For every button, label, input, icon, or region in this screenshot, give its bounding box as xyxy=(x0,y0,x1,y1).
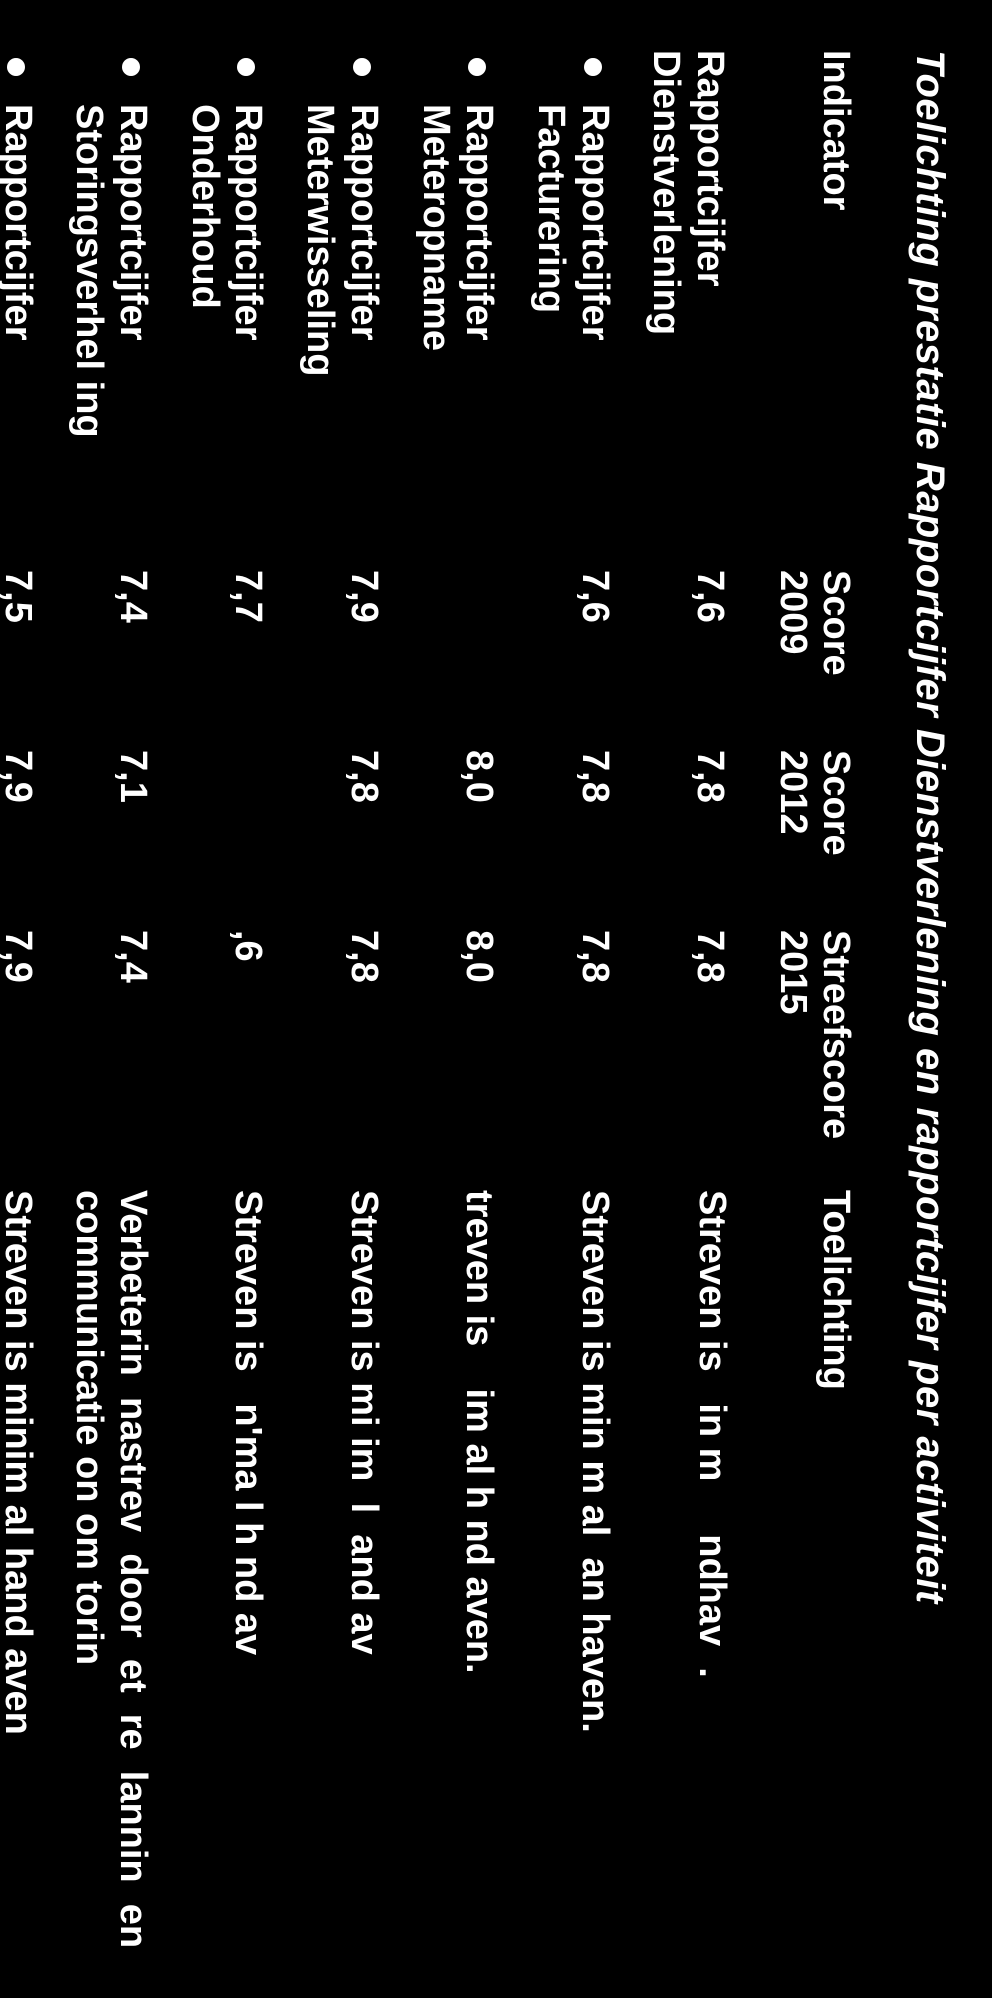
page-title: Toelichting prestatie Rapportcijfer Dien… xyxy=(907,50,952,1968)
indicator-line1: Rapportcijfer xyxy=(228,104,270,340)
table-row: Rapportcijfer Onderhoud xyxy=(182,50,297,570)
cell-score-2012: 7,9 xyxy=(0,750,67,930)
cell-score-2012: 7,8 xyxy=(298,750,413,930)
header-label: 2009 xyxy=(771,570,814,750)
bullet-icon xyxy=(353,58,371,76)
indicator-line1: Rapportcijfer xyxy=(112,104,154,340)
header-label: Score xyxy=(814,570,857,750)
indicator-line1: Rapportcijfer xyxy=(689,50,731,286)
table-row: Rapportcijfer Verhuizingen xyxy=(0,50,67,570)
cell-streefscore: ,6 xyxy=(182,930,297,1190)
data-table: Indicator Score 2009 Score 2012 Streefsc… xyxy=(0,50,857,1968)
header-label: 2015 xyxy=(771,930,814,1190)
indicator-line1: Rapportcijfer xyxy=(458,104,500,340)
cell-toelichting: Streven is mi im l and av xyxy=(298,1190,413,1968)
indicator-line1: Rapportcijfer xyxy=(343,104,385,340)
bullet-icon xyxy=(7,58,25,76)
cell-toelichting: Streven is minim al hand aven xyxy=(0,1190,67,1968)
cell-score-2009: 7,4 xyxy=(67,570,182,750)
col-header-streefscore: Streefscore 2015 xyxy=(761,930,857,1190)
cell-score-2009: 7,7 xyxy=(182,570,297,750)
category-score-2012: 7,8 xyxy=(644,750,761,930)
cell-toelichting: Streven is n'ma l h nd av xyxy=(182,1190,297,1968)
header-label: Streefscore xyxy=(814,930,857,1190)
indicator-line1: Rapportcijfer xyxy=(574,104,616,340)
indicator-line2: Facturering xyxy=(530,104,572,313)
cell-score-2009: 7,6 xyxy=(528,570,643,750)
cell-streefscore: 7,4 xyxy=(67,930,182,1190)
cell-streefscore: 7,8 xyxy=(528,930,643,1190)
cell-score-2012 xyxy=(182,750,297,930)
cell-toelichting: treven is im al h nd aven. xyxy=(413,1190,528,1968)
col-header-indicator: Indicator xyxy=(761,50,857,570)
col-header-score-2009: Score 2009 xyxy=(761,570,857,750)
bullet-icon xyxy=(238,58,256,76)
indicator-line2: Storingsverhel ing xyxy=(68,104,110,438)
cell-toelichting: Verbeterin nastrev door et re lannin en … xyxy=(67,1190,182,1968)
header-label: 2012 xyxy=(771,750,814,930)
indicator-line2: Dienstverlening xyxy=(645,50,687,335)
category-toelichting: Streven is in m ndhav . xyxy=(644,1190,761,1968)
cell-streefscore: 7,9 xyxy=(0,930,67,1190)
col-header-toelichting: Toelichting xyxy=(761,1190,857,1968)
table-row: Rapportcijfer Facturering xyxy=(528,50,643,570)
category-score-2009: 7,6 xyxy=(644,570,761,750)
cell-score-2012: 7,8 xyxy=(528,750,643,930)
indicator-line2: Meteropname xyxy=(415,104,457,351)
header-label: Score xyxy=(814,750,857,930)
cell-toelichting: Streven is min m al an haven. xyxy=(528,1190,643,1968)
bullet-icon xyxy=(468,58,486,76)
col-header-score-2012: Score 2012 xyxy=(761,750,857,930)
indicator-line2: Meterwisseling xyxy=(299,104,341,376)
cell-score-2009: 7,5 xyxy=(0,570,67,750)
cell-score-2012: 8,0 xyxy=(413,750,528,930)
indicator-line1: Rapportcijfer xyxy=(0,104,39,340)
indicator-line2: Onderhoud xyxy=(184,104,226,309)
bullet-icon xyxy=(122,58,140,76)
cell-score-2009: 7,9 xyxy=(298,570,413,750)
category-indicator: Rapportcijfer Dienstverlening xyxy=(644,50,761,570)
cell-streefscore: 7,8 xyxy=(298,930,413,1190)
table-row: Rapportcijfer Meterwisseling xyxy=(298,50,413,570)
cell-streefscore: 8,0 xyxy=(413,930,528,1190)
bullet-icon xyxy=(584,58,602,76)
table-row: Rapportcijfer Meteropname xyxy=(413,50,528,570)
table-row: Rapportcijfer Storingsverhel ing xyxy=(67,50,182,570)
cell-score-2009 xyxy=(413,570,528,750)
cell-score-2012: 7,1 xyxy=(67,750,182,930)
category-streefscore: 7,8 xyxy=(644,930,761,1190)
